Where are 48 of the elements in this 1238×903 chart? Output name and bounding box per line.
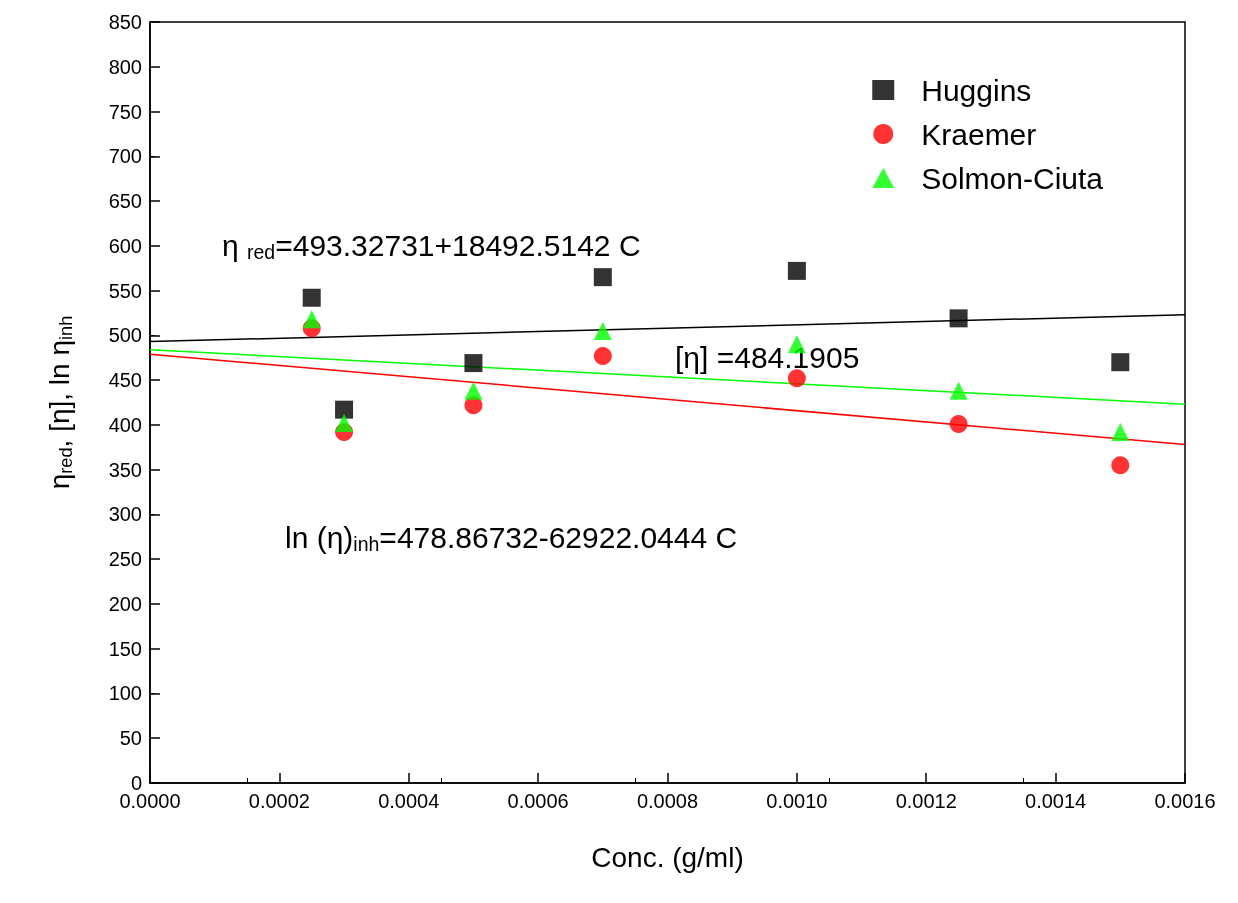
x-tick-label: 0.0014	[1025, 790, 1087, 812]
y-tick-label: 300	[108, 503, 142, 526]
point	[1111, 423, 1130, 442]
y-tick-label: 500	[108, 324, 142, 347]
y-tick-label: 800	[108, 55, 142, 78]
y-tick-label: 700	[108, 145, 142, 168]
point	[593, 268, 612, 287]
y-axis-title: ηred, [η], ln ηinh	[44, 315, 76, 490]
legend-label: Huggins	[921, 73, 1032, 107]
y-tick-label: 450	[108, 369, 142, 392]
point	[949, 381, 968, 400]
point	[1111, 353, 1130, 372]
x-tick-label: 0.0006	[507, 790, 569, 812]
y-tick-label: 100	[108, 682, 142, 705]
y-tick-label: 350	[108, 458, 142, 481]
point	[464, 381, 483, 400]
y-tick-label: 250	[108, 548, 142, 571]
x-tick-label: 0.0016	[1154, 790, 1216, 812]
y-tick-label: 400	[108, 413, 142, 436]
annotation: [η] =484.1905	[675, 340, 860, 374]
point	[1111, 456, 1130, 475]
y-tick-label: 200	[108, 592, 142, 615]
x-tick-label: 0.0010	[766, 790, 828, 812]
point	[464, 354, 483, 373]
point	[787, 261, 806, 280]
legend-label: Solmon-Ciuta	[921, 161, 1104, 195]
y-tick-label: 850	[108, 11, 142, 33]
y-tick-label: 650	[108, 190, 142, 213]
point	[593, 346, 612, 365]
point	[593, 321, 612, 340]
point	[335, 400, 354, 419]
point	[302, 288, 321, 307]
point	[335, 414, 354, 433]
x-axis-title: Conc. (g/ml)	[591, 841, 744, 873]
y-tick-label: 150	[108, 637, 142, 660]
y-tick-label: 750	[108, 100, 142, 123]
y-tick-label: 600	[108, 234, 142, 257]
legend-label: Kraemer	[921, 117, 1037, 151]
x-tick-label: 0.0012	[895, 790, 957, 812]
point	[302, 310, 321, 329]
point	[949, 309, 968, 328]
y-tick-label: 550	[108, 279, 142, 302]
x-tick-label: 0.0008	[636, 790, 699, 812]
x-tick-label: 0.0004	[378, 790, 440, 812]
point	[949, 414, 968, 433]
x-tick-label: 0.0002	[248, 790, 310, 812]
y-tick-label: 50	[119, 727, 142, 750]
point	[787, 369, 806, 388]
